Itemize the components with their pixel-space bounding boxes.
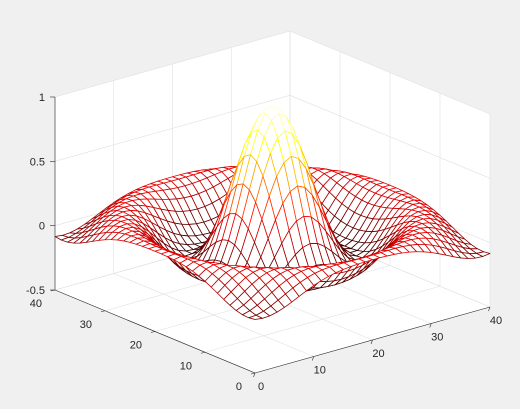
x-tick-mark xyxy=(429,323,432,328)
z-tick-label: 0.5 xyxy=(30,156,45,168)
y-tick-label: 0 xyxy=(236,381,242,393)
grid-line-z-back xyxy=(54,30,291,98)
axes xyxy=(50,96,491,378)
surface-cell xyxy=(248,314,263,320)
x-tick-mark xyxy=(311,356,315,361)
y-tick-mark xyxy=(150,331,156,333)
x-tick-label: 10 xyxy=(314,365,326,377)
z-tick-label: 1 xyxy=(39,92,45,104)
x-tick-label: 0 xyxy=(258,381,264,393)
y-tick-label: 20 xyxy=(130,340,142,352)
x-tick-label: 20 xyxy=(372,348,384,360)
x-tick-mark xyxy=(488,306,491,312)
grid-line-z-side xyxy=(289,30,491,115)
surface-mesh xyxy=(54,105,491,320)
grid-line-z-side xyxy=(289,95,491,179)
x-tick-label: 30 xyxy=(431,332,443,344)
x-tick-mark xyxy=(253,372,256,378)
grid-line-y-floor xyxy=(204,285,441,353)
x-tick-mark xyxy=(370,339,373,345)
y-tick-mark xyxy=(100,310,106,313)
z-tick-label: 0 xyxy=(39,221,45,233)
z-tick-label: -0.5 xyxy=(26,285,45,297)
y-tick-label: 10 xyxy=(180,360,192,372)
y-tick-label: 40 xyxy=(30,298,42,310)
y-tick-label: 30 xyxy=(80,319,92,331)
grid-line-z-back xyxy=(54,95,291,162)
x-tick-label: 40 xyxy=(490,315,502,327)
y-tick-mark xyxy=(200,351,206,354)
y-tick-mark xyxy=(250,372,256,375)
